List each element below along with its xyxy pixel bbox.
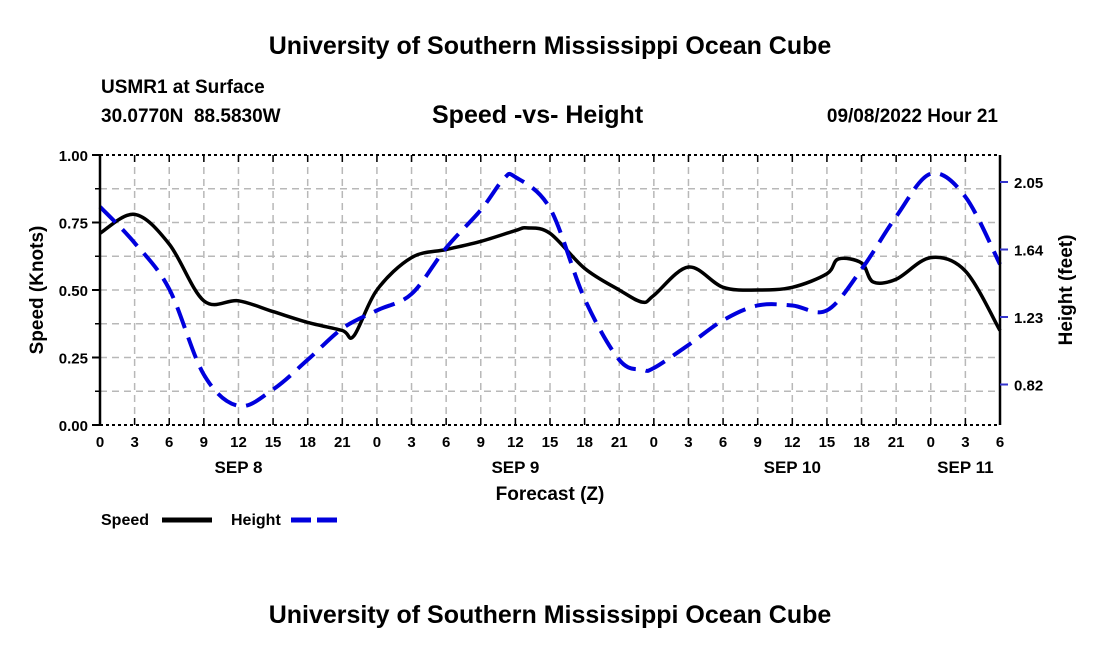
- x-tick-label: 3: [130, 434, 138, 451]
- x-tick-label: 21: [334, 434, 351, 451]
- date-label: SEP 11: [937, 458, 993, 477]
- x-tick-label: 6: [442, 434, 450, 451]
- chart-subtitle: Speed -vs- Height: [432, 101, 644, 129]
- height-line: [98, 171, 1002, 409]
- x-tick-label: 15: [819, 434, 836, 451]
- x-tick-label: 21: [611, 434, 628, 451]
- coordinates-label: 30.0770N 88.5830W: [101, 106, 281, 127]
- x-tick-label: 6: [996, 434, 1004, 451]
- x-tick-label: 12: [507, 434, 524, 451]
- x-tick-label: 9: [200, 434, 208, 451]
- y-tick-label: 0.75: [59, 216, 88, 233]
- x-tick-label: 15: [265, 434, 282, 451]
- y2-tick-label: 0.82: [1014, 378, 1043, 395]
- footer-title: University of Southern Mississippi Ocean…: [268, 601, 832, 629]
- x-tick-label: 12: [784, 434, 801, 451]
- y-axis-label: Speed (Knots): [27, 226, 48, 355]
- x-tick-label: 3: [684, 434, 692, 451]
- x-axis-label: Forecast (Z): [496, 484, 605, 505]
- legend-label-speed: Speed: [101, 512, 149, 529]
- x-tick-label: 9: [477, 434, 485, 451]
- x-tick-label: 0: [927, 434, 935, 451]
- y-tick-label: 1.00: [59, 148, 88, 165]
- y-tick-label: 0.50: [59, 283, 88, 300]
- x-tick-label: 9: [754, 434, 762, 451]
- x-tick-label: 6: [165, 434, 173, 451]
- y-tick-label: 0.00: [59, 418, 88, 435]
- x-tick-label: 6: [719, 434, 727, 451]
- y2-axis-label: Height (feet): [1056, 235, 1077, 346]
- x-tick-label: 18: [299, 434, 316, 451]
- y-tick-label: 0.25: [59, 351, 88, 368]
- date-label: SEP 9: [491, 458, 539, 477]
- x-tick-label: 18: [853, 434, 870, 451]
- y2-tick-label: 1.23: [1014, 310, 1043, 327]
- date-label: SEP 8: [215, 458, 263, 477]
- legend-label-height: Height: [231, 512, 281, 529]
- y2-tick-label: 1.64: [1014, 243, 1044, 260]
- x-tick-label: 0: [650, 434, 658, 451]
- x-tick-label: 0: [96, 434, 104, 451]
- station-label: USMR1 at Surface: [101, 77, 265, 98]
- x-tick-label: 12: [230, 434, 247, 451]
- x-tick-label: 18: [576, 434, 593, 451]
- x-tick-label: 0: [373, 434, 381, 451]
- x-tick-label: 15: [542, 434, 559, 451]
- y2-tick-label: 2.05: [1014, 175, 1043, 192]
- chart-title: University of Southern Mississippi Ocean…: [268, 32, 832, 60]
- date-label: SEP 10: [764, 458, 821, 477]
- datetime-label: 09/08/2022 Hour 21: [826, 106, 998, 127]
- x-tick-label: 21: [888, 434, 905, 451]
- x-tick-label: 3: [961, 434, 969, 451]
- x-tick-label: 3: [407, 434, 415, 451]
